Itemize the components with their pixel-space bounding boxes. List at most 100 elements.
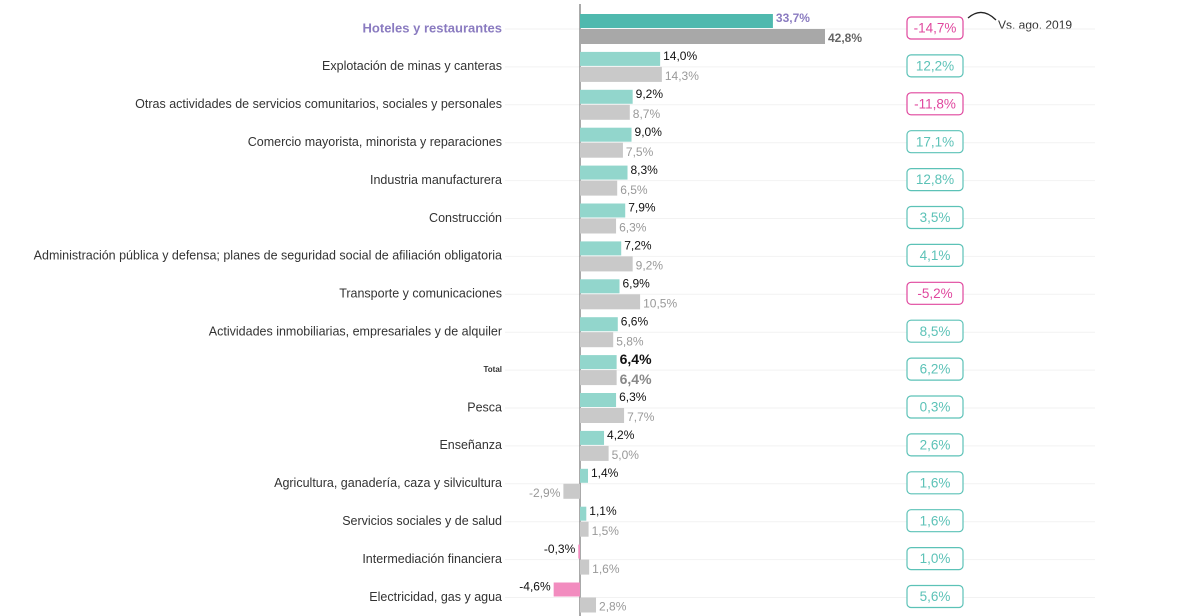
bar [580, 430, 605, 445]
change-badge [906, 205, 964, 230]
change-badge [906, 471, 964, 495]
category-label: Explotación de minas y canteras [322, 59, 502, 73]
bar [580, 445, 609, 461]
value-label: -4,6% [519, 580, 551, 594]
change-label: 3,5% [920, 210, 951, 225]
value-label: 5,8% [616, 334, 644, 348]
value-label: 8,3% [631, 163, 659, 177]
value-label: 5,0% [612, 448, 640, 462]
annotation-arrow [967, 11, 997, 21]
change-label: 5,6% [920, 589, 951, 604]
change-label: -5,2% [917, 286, 952, 301]
value-label: 14,3% [665, 69, 699, 83]
value-label: 7,7% [627, 410, 655, 424]
change-label: 1,0% [920, 551, 951, 566]
bar [580, 203, 626, 218]
bar [553, 582, 580, 597]
category-label: Industria manufacturera [370, 173, 502, 187]
value-label: 1,1% [589, 504, 617, 518]
value-label: 1,5% [592, 524, 620, 538]
change-badge [906, 357, 964, 381]
bar [580, 66, 662, 82]
change-label: 1,6% [920, 513, 951, 528]
bar [580, 355, 617, 370]
category-label: Actividades inmobiliarias, empresariales… [209, 324, 502, 338]
category-label: Servicios sociales y de salud [342, 514, 502, 528]
bar [580, 14, 773, 28]
category-label: Total [483, 365, 502, 374]
bar [578, 544, 580, 559]
value-label: 9,2% [636, 259, 664, 273]
category-label: Comercio mayorista, minorista y reparaci… [248, 135, 502, 149]
bar [580, 521, 589, 537]
value-label: 6,4% [620, 351, 652, 367]
value-label: 7,9% [628, 201, 656, 215]
category-label: Transporte y comunicaciones [339, 287, 502, 301]
change-badge [906, 16, 964, 40]
value-label: 33,7% [776, 11, 810, 25]
change-label: 4,1% [920, 248, 951, 263]
change-badge [906, 546, 964, 571]
category-label: Hoteles y restaurantes [363, 20, 502, 35]
bar [580, 180, 618, 196]
bar [580, 29, 825, 44]
value-label: 6,4% [620, 371, 652, 387]
value-label: 6,5% [620, 183, 648, 197]
value-label: 6,9% [622, 276, 650, 290]
value-label: 7,2% [624, 239, 652, 253]
value-label: 9,2% [636, 87, 664, 101]
bar [580, 241, 622, 256]
value-label: -2,9% [529, 486, 561, 500]
category-label: Administración pública y defensa; planes… [34, 249, 502, 263]
bar [580, 317, 618, 332]
bar [580, 559, 590, 575]
bar [580, 370, 617, 386]
category-label: Electricidad, gas y agua [369, 590, 502, 604]
change-label: 17,1% [916, 134, 954, 149]
change-label: 2,6% [920, 437, 951, 452]
value-label: 2,8% [599, 600, 627, 614]
bar [580, 332, 614, 348]
change-label: -14,7% [914, 21, 957, 36]
bar [580, 468, 589, 483]
value-label: 1,4% [591, 466, 619, 480]
value-label: 6,6% [621, 314, 649, 328]
change-badge [906, 92, 964, 116]
change-badge [906, 243, 964, 267]
category-label: Intermediación financiera [362, 552, 502, 566]
change-label: 8,5% [920, 324, 951, 339]
bar [580, 142, 623, 158]
change-label: 6,2% [920, 362, 951, 377]
value-label: 6,3% [619, 390, 647, 404]
bar [580, 104, 630, 120]
change-badge [906, 319, 964, 343]
change-badge [906, 281, 964, 305]
value-label: 10,5% [643, 296, 677, 310]
change-label: 12,8% [916, 172, 954, 187]
category-label: Agricultura, ganadería, caza y silvicult… [274, 476, 502, 490]
value-label: 8,7% [633, 107, 661, 121]
category-label: Pesca [467, 400, 502, 414]
value-label: 7,5% [626, 145, 654, 159]
bar [580, 279, 620, 294]
value-label: 9,0% [635, 125, 663, 139]
change-label: 12,2% [916, 58, 954, 73]
change-label: 0,3% [920, 400, 951, 415]
change-badge [906, 54, 964, 78]
value-label: 42,8% [828, 31, 862, 45]
change-badge [906, 584, 964, 609]
change-badge [906, 168, 964, 192]
category-label: Construcción [429, 211, 502, 225]
value-label: 4,2% [607, 428, 635, 442]
bar [580, 256, 633, 272]
bar [580, 294, 641, 310]
bar [563, 483, 580, 499]
bar [580, 408, 625, 423]
value-label: 14,0% [663, 49, 697, 63]
bar [580, 506, 587, 521]
change-badge [906, 433, 964, 457]
change-badge [906, 130, 964, 154]
category-label: Otras actividades de servicios comunitar… [135, 97, 502, 111]
bar [580, 51, 661, 66]
